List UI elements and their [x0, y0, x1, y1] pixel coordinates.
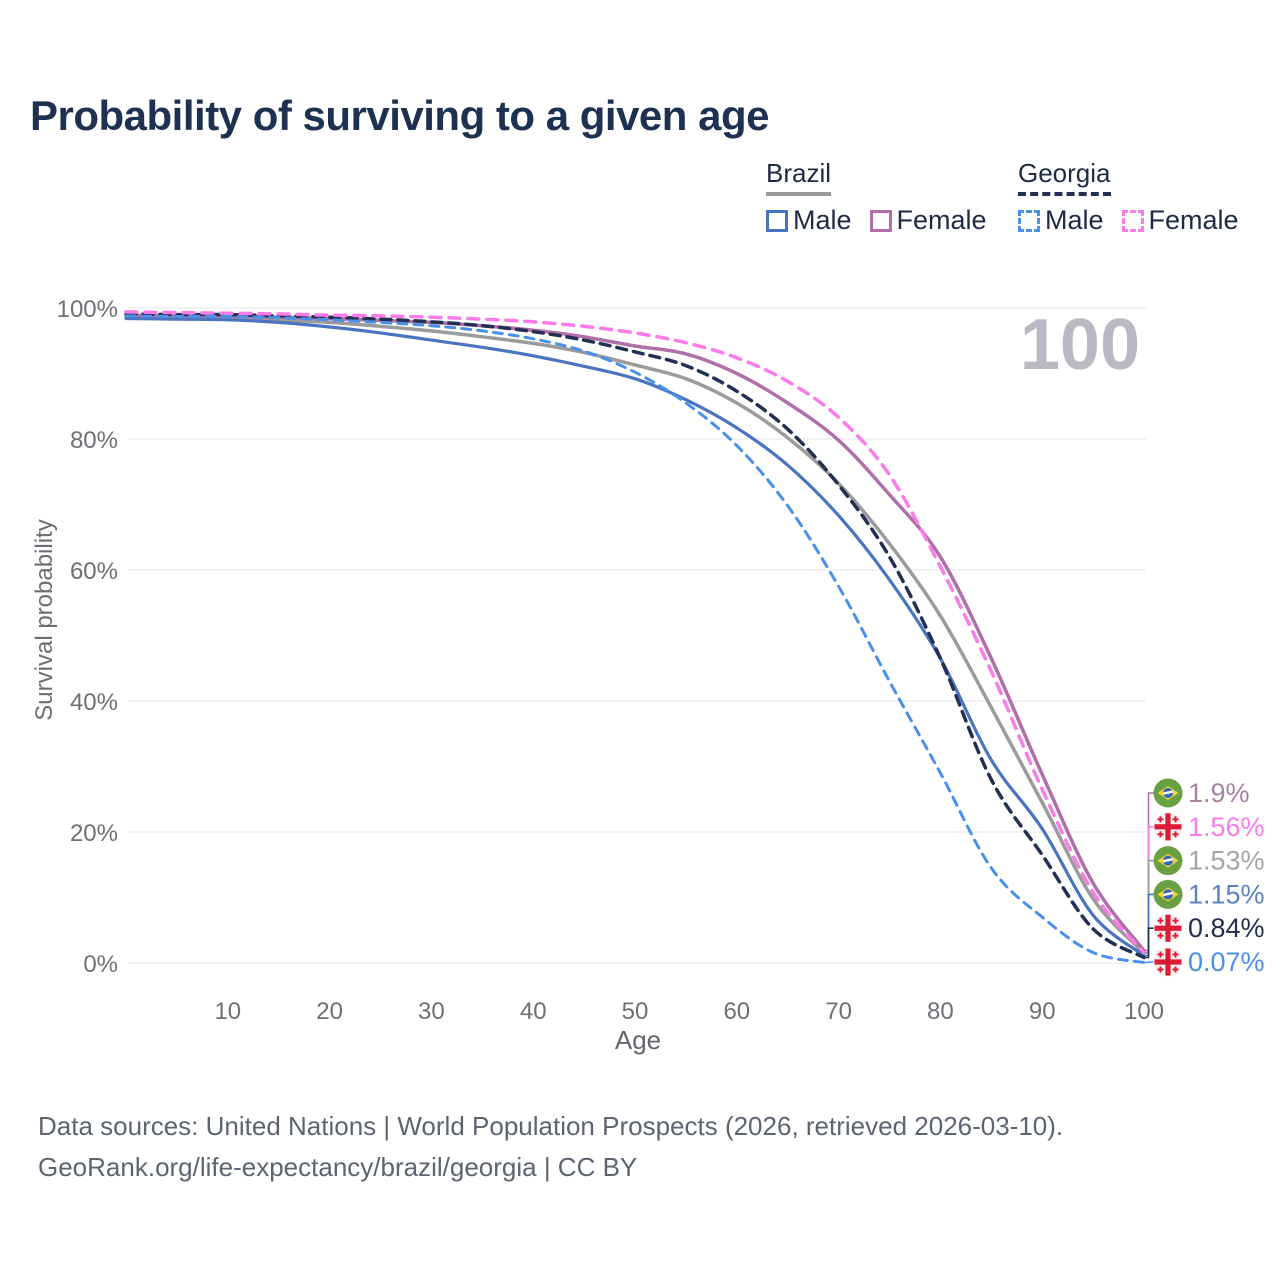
legend-row-georgia: Male Female	[1018, 205, 1239, 236]
footer: Data sources: United Nations | World Pop…	[38, 1106, 1063, 1188]
end-label-georgia-female: 1.56%	[1188, 812, 1265, 842]
x-tick-label: 80	[927, 998, 954, 1025]
legend-item-georgia-female[interactable]: Female	[1121, 205, 1239, 236]
x-tick-label: 100	[1124, 998, 1164, 1025]
legend-label: Male	[793, 205, 852, 235]
y-tick-label: 40%	[70, 689, 118, 716]
legend-country-georgia[interactable]: Georgia	[1018, 158, 1111, 196]
series-line-brazil-male[interactable]	[124, 316, 1146, 958]
y-tick-label: 20%	[70, 820, 118, 847]
series-line-georgia-female[interactable]	[124, 310, 1146, 955]
legend-country-brazil[interactable]: Brazil	[766, 158, 832, 196]
x-tick-label: 20	[316, 998, 343, 1025]
brazil-flag-icon	[1153, 778, 1183, 808]
legend-group-brazil: Brazil Male Female	[766, 158, 987, 236]
georgia-male-swatch-icon[interactable]	[1018, 209, 1040, 232]
end-label-connector-brazil-male	[1144, 893, 1154, 957]
series-line-georgia-all[interactable]	[124, 312, 1146, 960]
brazil-flag-icon	[1153, 879, 1183, 909]
end-label-brazil-all: 1.53%	[1188, 846, 1265, 876]
end-label-georgia-male: 0.07%	[1188, 947, 1265, 977]
x-tick-label: 70	[825, 998, 852, 1025]
legend-item-georgia-male[interactable]: Male	[1018, 205, 1104, 236]
footer-sources: Data sources: United Nations | World Pop…	[38, 1111, 1064, 1141]
legend-label: Female	[1148, 205, 1239, 235]
x-tick-label: 40	[520, 998, 547, 1025]
x-tick-label: 30	[418, 998, 445, 1025]
y-tick-label: 100%	[57, 296, 118, 323]
x-tick-label: 50	[622, 998, 649, 1025]
x-tick-label: 90	[1029, 998, 1056, 1025]
x-tick-label: 10	[214, 998, 241, 1025]
y-tick-label: 0%	[83, 951, 118, 978]
end-label-brazil-female: 1.9%	[1188, 778, 1250, 808]
end-label-georgia-all: 0.84%	[1188, 913, 1265, 943]
georgia-flag-icon	[1153, 812, 1183, 842]
end-label-connector-georgia-male	[1144, 961, 1154, 964]
brazil-male-swatch-icon[interactable]	[766, 209, 788, 232]
x-axis-title: Age	[615, 1025, 661, 1055]
georgia-flag-icon	[1153, 947, 1183, 977]
legend-group-georgia: Georgia Male Female	[1018, 158, 1239, 236]
end-label-brazil-male: 1.15%	[1188, 879, 1265, 909]
georgia-flag-icon	[1153, 913, 1183, 943]
watermark-age-100: 100	[1020, 305, 1140, 385]
y-tick-label: 60%	[70, 558, 118, 585]
legend-label: Female	[896, 205, 987, 235]
x-tick-label: 60	[723, 998, 750, 1025]
series-line-brazil-all[interactable]	[124, 314, 1146, 955]
footer-url: GeoRank.org/life-expectancy/brazil/georg…	[38, 1152, 638, 1182]
series-line-brazil-female[interactable]	[124, 313, 1146, 953]
legend-item-brazil-female[interactable]: Female	[869, 205, 987, 236]
y-tick-label: 80%	[70, 427, 118, 454]
legend-row-brazil: Male Female	[766, 205, 987, 236]
end-label-connector-georgia-all	[1144, 927, 1154, 959]
legend-item-brazil-male[interactable]: Male	[766, 205, 852, 236]
brazil-female-swatch-icon[interactable]	[869, 209, 892, 232]
series-line-georgia-male[interactable]	[124, 314, 1146, 964]
legend-label: Male	[1045, 205, 1104, 235]
brazil-flag-icon	[1153, 846, 1183, 876]
page-title: Probability of surviving to a given age	[30, 92, 769, 139]
georgia-female-swatch-icon[interactable]	[1121, 209, 1144, 232]
